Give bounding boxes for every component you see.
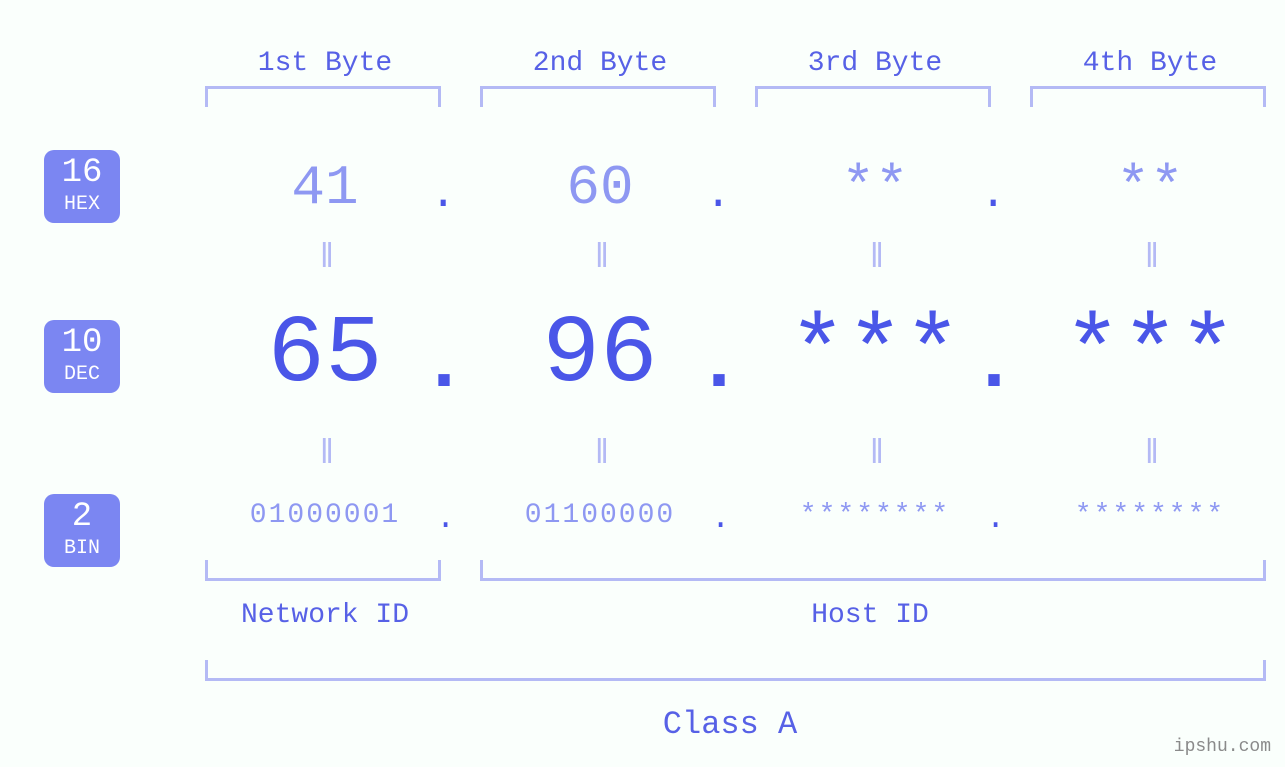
bin-dot-2: . [711, 500, 730, 537]
bracket-host [480, 560, 1266, 581]
dec-dot-1: . [420, 320, 468, 411]
hex-dot-2: . [705, 170, 731, 220]
bracket-class [205, 660, 1266, 681]
hex-byte-4: ** [1010, 156, 1285, 220]
bin-dot-1: . [436, 500, 455, 537]
hex-byte-2: 60 [460, 156, 740, 220]
eq-2-1: ǁ [185, 436, 465, 474]
badge-bin-name: BIN [44, 538, 120, 559]
bracket-top-1 [205, 86, 441, 107]
label-host-id: Host ID [460, 600, 1280, 631]
dec-dot-3: . [970, 320, 1018, 411]
bracket-top-2 [480, 86, 716, 107]
badge-bin: 2 BIN [44, 494, 120, 567]
badge-dec: 10 DEC [44, 320, 120, 393]
byte-header-4: 4th Byte [1010, 48, 1285, 79]
hex-byte-1: 41 [185, 156, 465, 220]
byte-header-1: 1st Byte [185, 48, 465, 79]
label-network-id: Network ID [185, 600, 465, 631]
eq-1-1: ǁ [185, 240, 465, 278]
label-class: Class A [205, 706, 1255, 743]
dec-byte-4: *** [1010, 300, 1285, 409]
bracket-network [205, 560, 441, 581]
hex-dot-1: . [430, 170, 456, 220]
dec-dot-2: . [695, 320, 743, 411]
bin-dot-3: . [986, 500, 1005, 537]
hex-byte-3: ** [735, 156, 1015, 220]
bin-byte-1: 01000001 [185, 500, 465, 531]
watermark: ipshu.com [1174, 737, 1271, 757]
eq-1-2: ǁ [460, 240, 740, 278]
eq-2-3: ǁ [735, 436, 1015, 474]
bin-byte-4: ******** [1010, 500, 1285, 531]
eq-1-4: ǁ [1010, 240, 1285, 278]
byte-header-3: 3rd Byte [735, 48, 1015, 79]
eq-1-3: ǁ [735, 240, 1015, 278]
bracket-top-3 [755, 86, 991, 107]
badge-hex-name: HEX [44, 194, 120, 215]
badge-dec-name: DEC [44, 364, 120, 385]
bin-byte-2: 01100000 [460, 500, 740, 531]
eq-2-2: ǁ [460, 436, 740, 474]
bin-byte-3: ******** [735, 500, 1015, 531]
ip-diagram: 1st Byte 2nd Byte 3rd Byte 4th Byte 16 H… [0, 0, 1285, 767]
badge-hex: 16 HEX [44, 150, 120, 223]
badge-dec-num: 10 [44, 326, 120, 362]
bracket-top-4 [1030, 86, 1266, 107]
eq-2-4: ǁ [1010, 436, 1285, 474]
badge-bin-num: 2 [44, 500, 120, 536]
byte-header-2: 2nd Byte [460, 48, 740, 79]
badge-hex-num: 16 [44, 156, 120, 192]
hex-dot-3: . [980, 170, 1006, 220]
